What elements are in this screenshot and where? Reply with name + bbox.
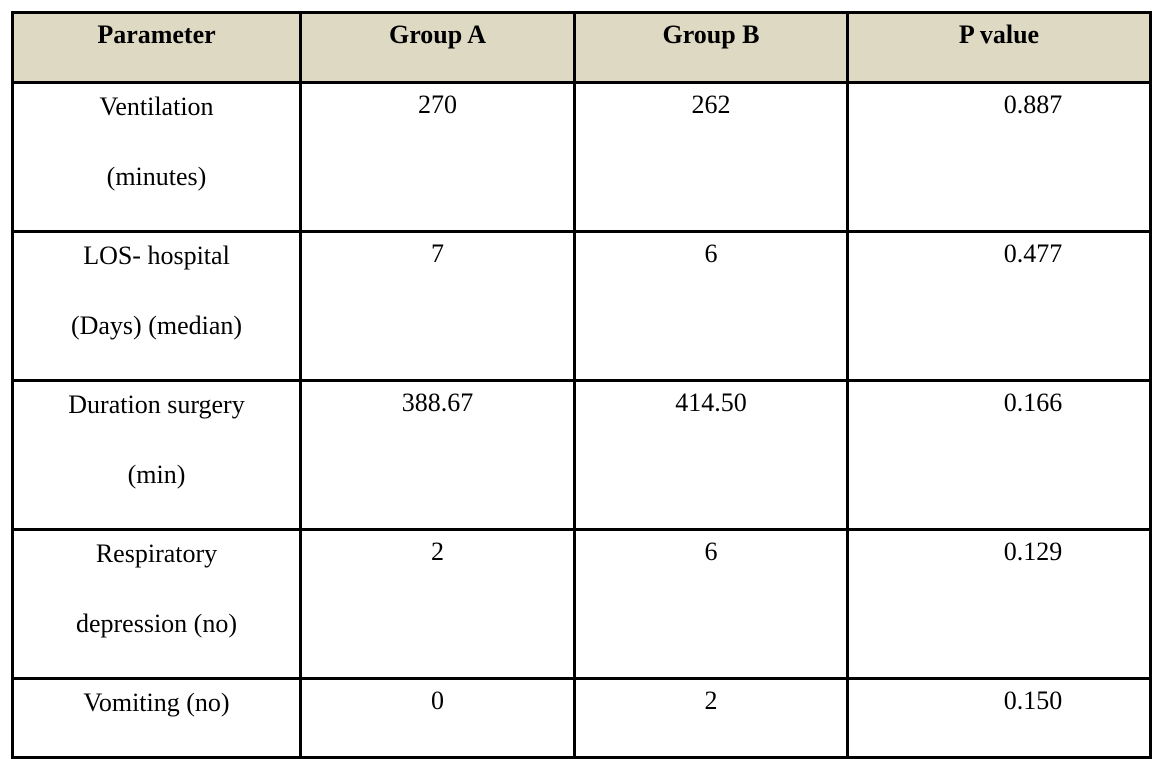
value-cell: 0.166	[846, 379, 1152, 531]
parameter-line: Vomiting (no)	[83, 688, 230, 717]
value-cell: 0.129	[846, 528, 1152, 680]
parameter-cell: Respiratory depression (no)	[11, 528, 302, 680]
parameter-line: Duration surgery	[68, 390, 245, 419]
parameter-line: Ventilation	[99, 92, 214, 121]
parameter-cell: Vomiting (no)	[11, 677, 302, 759]
header-cell: Group B	[573, 11, 849, 84]
value-cell: 0.887	[846, 81, 1152, 233]
value-cell: 0	[299, 677, 576, 759]
value-cell: 6	[573, 230, 849, 382]
table-body: Ventilation (minutes) 270 262 0.887 LOS- hosp…	[11, 81, 1152, 759]
table-row: Vomiting (no) 0 2 0.150	[11, 677, 1152, 759]
parameter-cell: LOS- hospital (Days) (median)	[11, 230, 302, 382]
parameter-line: (min)	[127, 460, 186, 489]
table-row: Respiratory depression (no) 2 6 0.129	[11, 528, 1152, 680]
header-cell: Group A	[299, 11, 576, 84]
header-cell: P value	[846, 11, 1152, 84]
parameter-cell: Ventilation (minutes)	[11, 81, 302, 233]
header-cell: Parameter	[11, 11, 302, 84]
value-cell: 0.150	[846, 677, 1152, 759]
value-cell: 262	[573, 81, 849, 233]
value-cell: 0.477	[846, 230, 1152, 382]
value-cell: 388.67	[299, 379, 576, 531]
value-cell: 2	[299, 528, 576, 680]
parameter-line: depression (no)	[75, 609, 237, 638]
parameter-line: (Days) (median)	[70, 311, 243, 340]
parameter-cell: Duration surgery (min)	[11, 379, 302, 531]
value-cell: 6	[573, 528, 849, 680]
parameter-line: (minutes)	[106, 162, 207, 191]
table-row: Duration surgery (min) 388.67 414.50 0.166	[11, 379, 1152, 531]
table-row: Ventilation (minutes) 270 262 0.887	[11, 81, 1152, 233]
parameter-line: LOS- hospital	[83, 241, 230, 270]
table-row: LOS- hospital (Days) (median) 7 6 0.477	[11, 230, 1152, 382]
parameter-line: Respiratory	[95, 539, 218, 568]
value-cell: 270	[299, 81, 576, 233]
value-cell: 414.50	[573, 379, 849, 531]
value-cell: 7	[299, 230, 576, 382]
value-cell: 2	[573, 677, 849, 759]
